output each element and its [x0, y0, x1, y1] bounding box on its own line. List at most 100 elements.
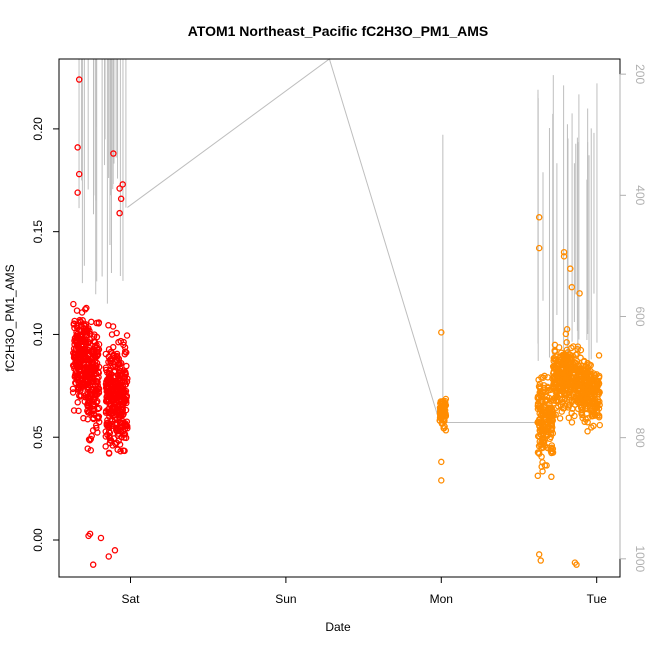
data-point: [85, 532, 92, 540]
data-point: [540, 403, 548, 410]
data-point: [113, 329, 120, 337]
data-point: [97, 534, 105, 542]
data-point: [574, 350, 581, 357]
data-point: [117, 367, 124, 375]
data-point: [555, 366, 563, 374]
data-point: [591, 371, 599, 379]
data-point: [73, 307, 81, 314]
data-point: [71, 373, 79, 381]
x-tick-label: Tue: [587, 592, 608, 606]
data-point: [554, 370, 561, 378]
data-point: [84, 394, 91, 402]
y-tick-label: 0.05: [31, 425, 45, 449]
data-point: [560, 253, 568, 260]
data-point: [589, 412, 597, 420]
data-point: [565, 396, 573, 404]
data-point: [442, 395, 450, 403]
data-point: [596, 421, 604, 429]
data-point: [554, 393, 561, 401]
data-point: [590, 387, 597, 394]
data-point: [584, 428, 591, 435]
data-point: [109, 363, 117, 370]
data-point: [103, 384, 110, 392]
data-point: [86, 398, 93, 405]
data-point: [552, 388, 559, 395]
data-point: [572, 351, 580, 359]
data-point: [114, 402, 122, 409]
data-point: [536, 385, 544, 392]
data-point: [74, 371, 82, 379]
data-point: [568, 409, 575, 417]
data-point: [595, 372, 603, 380]
data-point: [556, 387, 564, 394]
data-point: [563, 325, 571, 333]
y-tick-label: 0.10: [31, 322, 45, 346]
data-point: [542, 421, 550, 428]
y-tick-label: 0.15: [31, 220, 45, 244]
data-point: [123, 362, 130, 370]
data-point: [542, 396, 550, 404]
data-point: [112, 440, 119, 448]
data-point: [79, 343, 86, 350]
data-point: [573, 357, 581, 365]
data-point: [565, 404, 572, 411]
data-point: [588, 424, 595, 431]
data-point: [535, 394, 543, 402]
data-point: [92, 390, 99, 398]
chart-title: ATOM1 Northeast_Pacific fC2H3O_PM1_AMS: [188, 23, 489, 39]
data-point: [562, 389, 569, 397]
data-point: [536, 420, 544, 427]
data-point: [586, 361, 593, 368]
x-tick-label: Sat: [121, 592, 140, 606]
data-point: [568, 419, 576, 426]
x-axis: Sat Sun Mon Tue: [121, 576, 608, 606]
data-point: [548, 473, 555, 481]
data-point: [107, 355, 115, 363]
data-point: [109, 394, 116, 401]
data-point: [548, 422, 555, 429]
data-point: [439, 413, 447, 421]
data-point: [76, 316, 83, 324]
data-point: [70, 349, 77, 357]
data-point: [584, 405, 591, 413]
data-point: [95, 346, 103, 353]
data-point: [74, 364, 82, 372]
data-point: [120, 374, 128, 382]
data-point: [75, 76, 83, 83]
y2-tick-label: 200: [633, 64, 647, 84]
data-point: [557, 356, 564, 364]
data-point: [83, 304, 90, 312]
data-point: [548, 419, 555, 427]
data-point: [544, 444, 551, 452]
data-point: [80, 414, 87, 422]
data-point: [73, 356, 80, 363]
data-point: [84, 415, 91, 423]
data-point: [88, 318, 95, 326]
data-point: [93, 386, 100, 394]
data-point: [556, 415, 564, 422]
data-point: [74, 189, 81, 196]
data-point: [116, 209, 123, 217]
data-point: [542, 431, 550, 438]
data-point: [563, 374, 571, 382]
data-point: [91, 342, 99, 350]
data-point: [438, 407, 446, 414]
data-point: [76, 392, 83, 399]
data-point: [574, 405, 582, 413]
data-point: [438, 458, 445, 466]
data-point: [93, 377, 101, 385]
y2-axis: 200 400 600 800 1000: [619, 64, 647, 572]
points-layer: [69, 76, 604, 568]
data-point: [123, 392, 131, 400]
data-point: [105, 450, 113, 457]
data-point: [438, 329, 445, 336]
data-point: [565, 414, 573, 422]
data-point: [74, 399, 81, 406]
y2-tick-label: 600: [633, 306, 647, 326]
data-point: [69, 362, 77, 369]
plot-frame: [58, 58, 621, 578]
data-point: [573, 561, 580, 568]
data-point: [569, 383, 576, 390]
data-point: [88, 346, 96, 354]
data-point: [102, 380, 110, 388]
